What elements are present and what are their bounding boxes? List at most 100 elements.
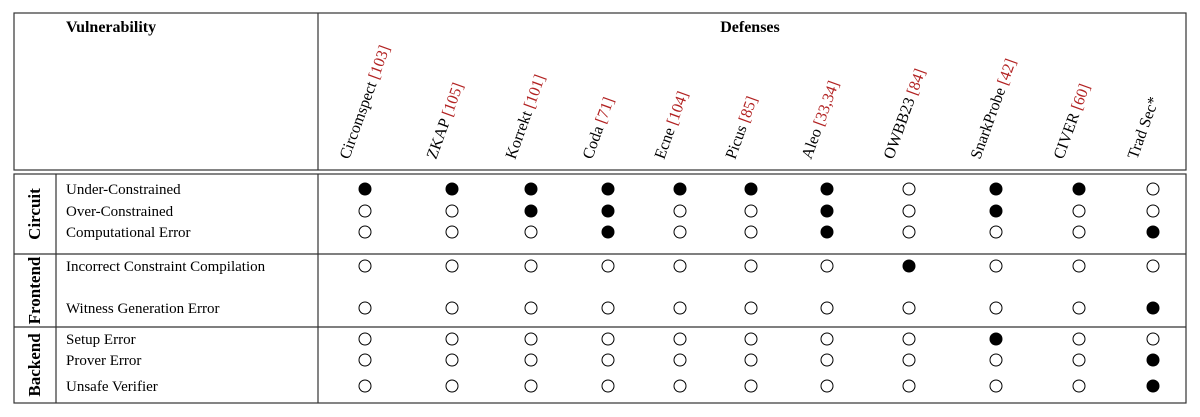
empty-circle-mark bbox=[902, 182, 916, 196]
defense-name: Picus bbox=[723, 123, 751, 161]
row-label: Under-Constrained bbox=[66, 182, 181, 198]
empty-circle-mark bbox=[1072, 204, 1086, 218]
row-label: Incorrect Constraint Compilation bbox=[66, 259, 266, 275]
empty-circle-mark bbox=[673, 225, 687, 239]
empty-circle-mark bbox=[1072, 379, 1086, 393]
empty-circle-mark bbox=[902, 332, 916, 346]
row-label: Witness Generation Error bbox=[66, 301, 220, 317]
empty-circle-mark bbox=[820, 301, 834, 315]
filled-circle-mark bbox=[1146, 353, 1160, 367]
table-frame bbox=[13, 12, 1187, 404]
support-marks bbox=[358, 182, 1160, 393]
empty-circle-mark bbox=[744, 259, 758, 273]
empty-circle-mark bbox=[673, 259, 687, 273]
defense-citation: [104] bbox=[663, 89, 692, 131]
empty-circle-mark bbox=[1146, 182, 1160, 196]
empty-circle-mark bbox=[358, 379, 372, 393]
group-labels: Circuit Frontend Backend bbox=[25, 188, 44, 397]
empty-circle-mark bbox=[820, 259, 834, 273]
empty-circle-mark bbox=[989, 225, 1003, 239]
filled-circle-mark bbox=[820, 182, 834, 196]
filled-circle-mark bbox=[1146, 225, 1160, 239]
empty-circle-mark bbox=[744, 204, 758, 218]
row-label: Over-Constrained bbox=[66, 204, 174, 220]
group-label: Circuit bbox=[25, 188, 44, 240]
defense-label: Korrekt [101] bbox=[503, 72, 549, 161]
empty-circle-mark bbox=[744, 379, 758, 393]
defense-name: Trad Sec* bbox=[1125, 95, 1163, 162]
row-labels: Under-Constrained Over-Constrained Computa… bbox=[66, 182, 266, 395]
defense-citation: [105] bbox=[438, 81, 467, 123]
empty-circle-mark bbox=[820, 353, 834, 367]
defense-label: Coda [71] bbox=[580, 95, 618, 161]
filled-circle-mark bbox=[820, 204, 834, 218]
empty-circle-mark bbox=[902, 379, 916, 393]
filled-circle-mark bbox=[1072, 182, 1086, 196]
empty-circle-mark bbox=[1072, 259, 1086, 273]
empty-circle-mark bbox=[1146, 332, 1160, 346]
empty-circle-mark bbox=[989, 259, 1003, 273]
vulnerability-header: Vulnerability bbox=[66, 19, 156, 36]
defense-citation: [85] bbox=[735, 94, 761, 129]
filled-circle-mark bbox=[601, 204, 615, 218]
table-header: Vulnerability Defenses bbox=[66, 19, 780, 36]
defense-label: Circomspect [103] bbox=[337, 43, 394, 161]
defense-label: Ecne [104] bbox=[652, 89, 692, 161]
row-label: Setup Error bbox=[66, 332, 136, 348]
filled-circle-mark bbox=[744, 182, 758, 196]
group-label: Backend bbox=[25, 333, 44, 397]
empty-circle-mark bbox=[1072, 301, 1086, 315]
empty-circle-mark bbox=[445, 225, 459, 239]
defense-citation: [101] bbox=[520, 72, 549, 114]
empty-circle-mark bbox=[601, 259, 615, 273]
empty-circle-mark bbox=[820, 379, 834, 393]
empty-circle-mark bbox=[358, 301, 372, 315]
defense-citation: [42] bbox=[993, 57, 1019, 92]
empty-circle-mark bbox=[744, 301, 758, 315]
filled-circle-mark bbox=[445, 182, 459, 196]
empty-circle-mark bbox=[524, 301, 538, 315]
filled-circle-mark bbox=[601, 182, 615, 196]
filled-circle-mark bbox=[989, 204, 1003, 218]
empty-circle-mark bbox=[1072, 353, 1086, 367]
row-label: Unsafe Verifier bbox=[66, 379, 158, 395]
row-label: Computational Error bbox=[66, 225, 191, 241]
empty-circle-mark bbox=[358, 332, 372, 346]
empty-circle-mark bbox=[601, 353, 615, 367]
empty-circle-mark bbox=[445, 259, 459, 273]
empty-circle-mark bbox=[989, 301, 1003, 315]
empty-circle-mark bbox=[524, 353, 538, 367]
defense-label: SnarkProbe [42] bbox=[968, 57, 1020, 162]
filled-circle-mark bbox=[1146, 301, 1160, 315]
defense-citation: [103] bbox=[364, 43, 393, 85]
empty-circle-mark bbox=[989, 353, 1003, 367]
filled-circle-mark bbox=[989, 332, 1003, 346]
defense-label: Trad Sec* bbox=[1125, 95, 1163, 162]
row-label: Prover Error bbox=[66, 353, 141, 369]
empty-circle-mark bbox=[673, 204, 687, 218]
filled-circle-mark bbox=[820, 225, 834, 239]
empty-circle-mark bbox=[744, 332, 758, 346]
defense-name: ZKAP bbox=[424, 116, 454, 161]
empty-circle-mark bbox=[445, 332, 459, 346]
defense-column-labels: Circomspect [103] ZKAP [105] Korrekt [101]… bbox=[337, 43, 1163, 161]
defense-label: ZKAP [105] bbox=[424, 81, 467, 162]
empty-circle-mark bbox=[524, 332, 538, 346]
filled-circle-mark bbox=[673, 182, 687, 196]
filled-circle-mark bbox=[358, 182, 372, 196]
empty-circle-mark bbox=[524, 259, 538, 273]
defense-label: Aleo [33,34] bbox=[799, 79, 843, 162]
defense-label: Picus [85] bbox=[723, 94, 761, 161]
empty-circle-mark bbox=[358, 259, 372, 273]
empty-circle-mark bbox=[1146, 204, 1160, 218]
empty-circle-mark bbox=[902, 225, 916, 239]
filled-circle-mark bbox=[524, 182, 538, 196]
empty-circle-mark bbox=[1146, 259, 1160, 273]
empty-circle-mark bbox=[601, 301, 615, 315]
defense-citation: [60] bbox=[1067, 82, 1093, 117]
empty-circle-mark bbox=[524, 225, 538, 239]
empty-circle-mark bbox=[445, 301, 459, 315]
filled-circle-mark bbox=[989, 182, 1003, 196]
empty-circle-mark bbox=[673, 301, 687, 315]
defense-name: Korrekt bbox=[503, 108, 536, 161]
